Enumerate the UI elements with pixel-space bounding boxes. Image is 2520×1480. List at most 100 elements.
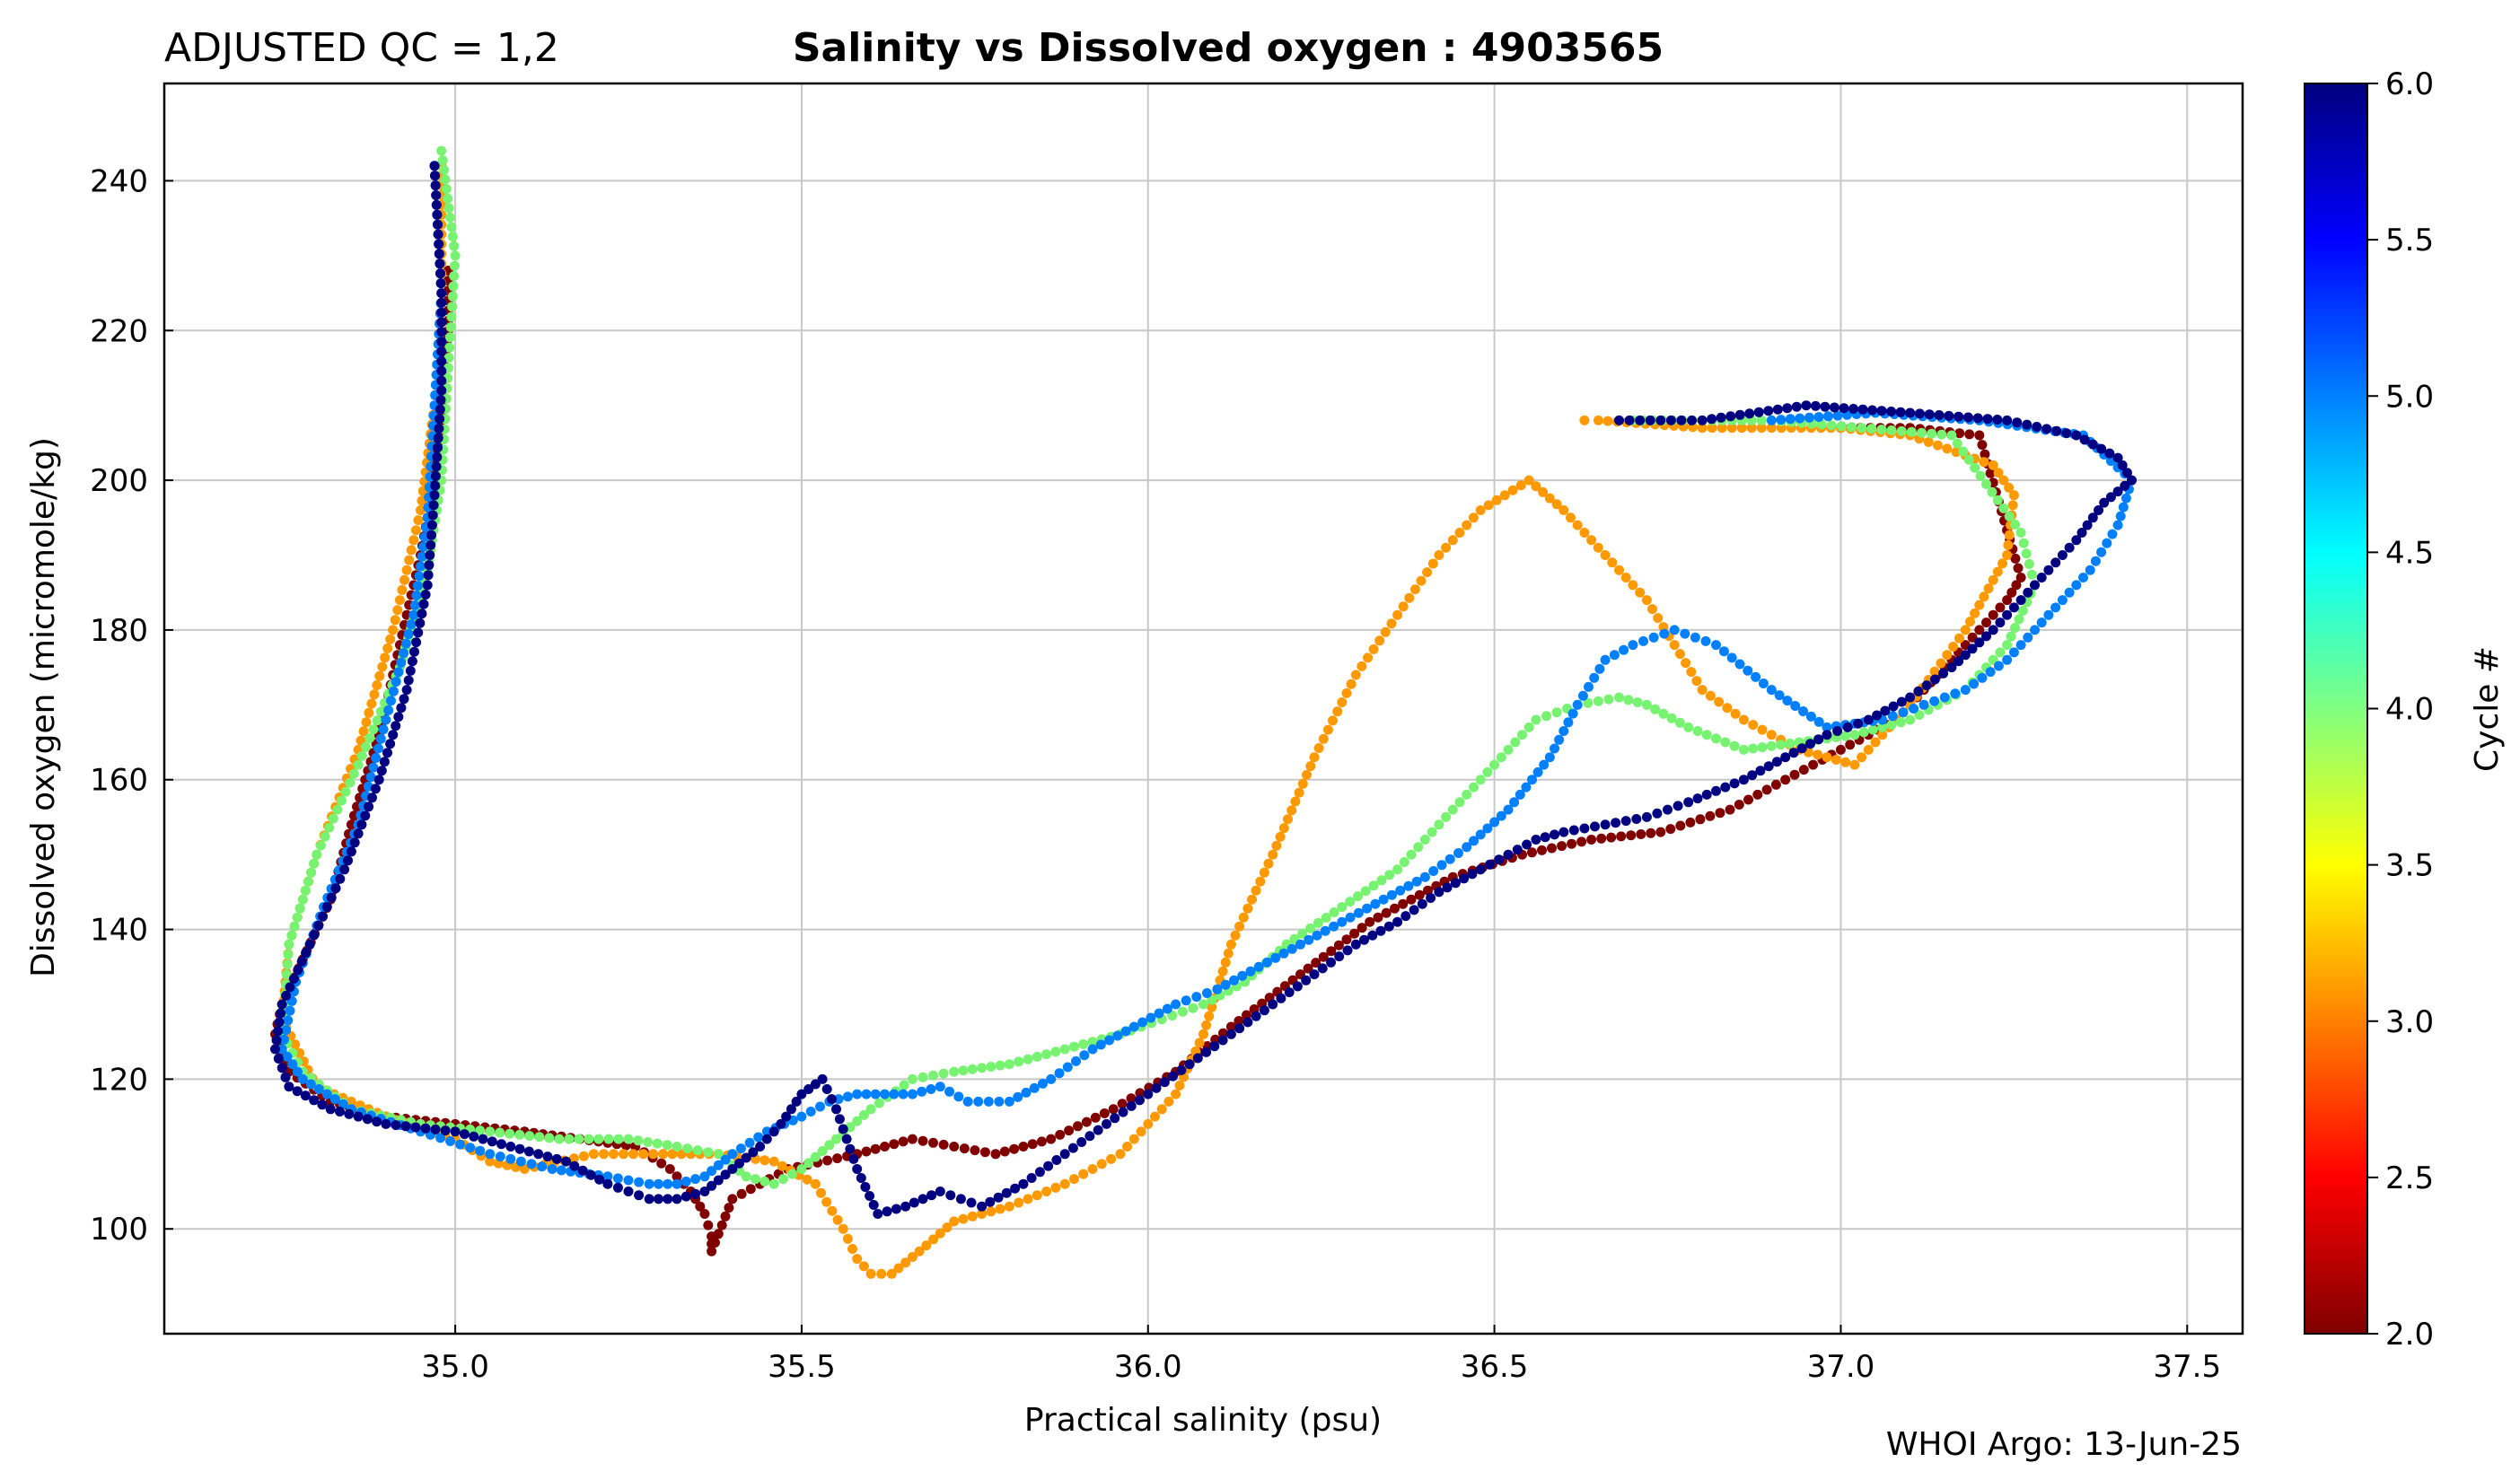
data-point bbox=[949, 1216, 960, 1227]
data-point bbox=[360, 810, 371, 821]
data-point bbox=[1808, 759, 1819, 770]
data-point bbox=[680, 1176, 691, 1187]
data-point bbox=[1619, 644, 1629, 655]
data-point bbox=[748, 1147, 759, 1158]
data-point bbox=[815, 1101, 825, 1112]
data-point bbox=[1541, 711, 1551, 722]
data-point bbox=[1559, 827, 1569, 837]
data-point bbox=[942, 1222, 953, 1233]
data-point bbox=[1641, 811, 1652, 822]
data-point bbox=[358, 726, 369, 737]
data-point bbox=[1967, 644, 1978, 654]
data-point bbox=[1665, 824, 1676, 835]
data-point bbox=[1697, 415, 1708, 425]
data-point bbox=[485, 1126, 496, 1137]
data-point bbox=[1988, 574, 1998, 585]
data-point bbox=[2057, 550, 2068, 560]
data-point bbox=[1537, 845, 1547, 855]
data-point bbox=[1992, 415, 2003, 425]
data-point bbox=[1726, 423, 1737, 433]
data-point bbox=[443, 203, 454, 214]
data-point bbox=[1681, 658, 1691, 669]
data-point bbox=[821, 1196, 832, 1207]
data-point bbox=[796, 1164, 807, 1174]
data-point bbox=[1117, 1099, 1128, 1109]
data-point bbox=[1624, 415, 1635, 425]
data-point bbox=[720, 1169, 731, 1180]
data-point bbox=[436, 337, 447, 347]
data-point bbox=[1641, 699, 1652, 710]
data-point bbox=[1021, 1087, 1032, 1098]
data-point bbox=[436, 385, 447, 396]
data-point bbox=[977, 1209, 988, 1219]
data-point bbox=[367, 793, 377, 803]
data-point bbox=[928, 1137, 938, 1148]
data-point bbox=[1475, 829, 1486, 840]
data-point bbox=[346, 1096, 356, 1107]
data-point bbox=[430, 180, 441, 191]
data-point bbox=[2003, 539, 2014, 550]
data-point bbox=[1600, 654, 1611, 665]
data-point bbox=[1509, 797, 1520, 808]
data-point bbox=[1496, 810, 1506, 821]
data-point bbox=[907, 1089, 918, 1099]
data-point bbox=[983, 1096, 994, 1107]
data-point bbox=[1756, 423, 1767, 433]
data-point bbox=[1658, 708, 1669, 719]
data-point bbox=[865, 1268, 876, 1279]
data-point bbox=[1043, 1160, 1054, 1171]
data-point bbox=[1896, 696, 1907, 707]
data-point bbox=[1813, 716, 1824, 727]
data-point bbox=[1229, 975, 1239, 985]
data-point bbox=[1069, 1041, 1079, 1052]
data-point bbox=[380, 652, 391, 663]
y-axis-label: Dissolved oxygen (micromole/kg) bbox=[25, 437, 62, 977]
data-point bbox=[1813, 749, 1823, 760]
data-point bbox=[1720, 782, 1731, 793]
data-point bbox=[378, 724, 389, 735]
data-point bbox=[1483, 500, 1494, 511]
data-point bbox=[393, 667, 404, 678]
data-point bbox=[1849, 730, 1860, 740]
data-point bbox=[1192, 1053, 1203, 1064]
data-point bbox=[1046, 1134, 1057, 1144]
data-point bbox=[1628, 580, 1638, 591]
data-point bbox=[544, 1133, 555, 1143]
data-point bbox=[973, 1096, 984, 1107]
data-point bbox=[1503, 744, 1514, 755]
data-point bbox=[1952, 438, 1962, 449]
data-point bbox=[2036, 617, 2047, 628]
data-point bbox=[1346, 679, 1357, 689]
data-point bbox=[1711, 733, 1721, 744]
data-point bbox=[1328, 715, 1338, 726]
data-point bbox=[1766, 423, 1777, 433]
data-point bbox=[286, 930, 297, 941]
data-point bbox=[434, 239, 444, 250]
data-point bbox=[1983, 583, 1994, 594]
data-point bbox=[328, 813, 338, 824]
data-point bbox=[1674, 649, 1685, 660]
data-point bbox=[349, 837, 360, 848]
data-point bbox=[1326, 957, 1336, 968]
data-point bbox=[1711, 640, 1721, 651]
data-point bbox=[1929, 674, 1940, 685]
data-point bbox=[1988, 625, 1998, 635]
data-point bbox=[699, 1171, 710, 1182]
data-point bbox=[274, 1017, 285, 1028]
data-point bbox=[690, 1174, 701, 1185]
data-point bbox=[2127, 475, 2137, 486]
data-point bbox=[2004, 511, 2015, 521]
x-tick-label: 36.5 bbox=[1461, 1349, 1529, 1385]
data-point bbox=[285, 1005, 295, 1016]
data-point bbox=[707, 1180, 717, 1191]
data-point bbox=[276, 1008, 286, 1019]
data-point bbox=[1929, 666, 1940, 677]
data-point bbox=[1936, 658, 1946, 669]
data-point bbox=[405, 665, 416, 676]
data-point bbox=[805, 1107, 816, 1117]
data-point bbox=[1914, 408, 1925, 419]
data-point bbox=[339, 864, 350, 875]
data-point bbox=[1345, 912, 1356, 923]
data-point bbox=[324, 822, 335, 833]
data-point bbox=[1566, 512, 1576, 523]
